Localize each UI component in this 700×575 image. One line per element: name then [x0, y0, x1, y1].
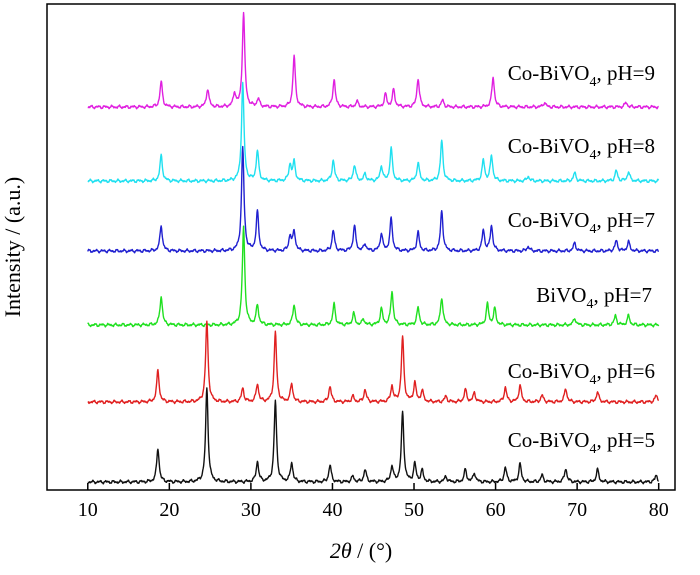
x-tick-label-10: 10 — [78, 499, 98, 521]
series-label-suffix: , pH=9 — [596, 61, 655, 85]
x-axis-title-italic: 2θ — [330, 538, 352, 563]
x-tick-label-30: 30 — [241, 499, 261, 521]
series-labels: Co-BiVO4, pH=9Co-BiVO4, pH=8Co-BiVO4, pH… — [508, 61, 655, 457]
series-label-suffix: , pH=6 — [596, 359, 655, 383]
series-label-main: Co-BiVO — [508, 134, 590, 158]
series-label-4: BiVO4, pH=7 — [536, 283, 652, 312]
y-axis-title: Intensity / (a.u.) — [0, 177, 25, 318]
series-label-1: Co-BiVO4, pH=9 — [508, 61, 655, 90]
series-label-subscript: 4 — [589, 442, 596, 457]
series-label-main: BiVO — [536, 283, 586, 307]
x-tick-label-70: 70 — [567, 499, 587, 521]
series-label-subscript: 4 — [589, 222, 596, 237]
plot-frame — [46, 3, 676, 491]
series-label-subscript: 4 — [586, 297, 593, 312]
series-label-2: Co-BiVO4, pH=8 — [508, 134, 655, 163]
series-label-main: Co-BiVO — [508, 428, 590, 452]
series-label-subscript: 4 — [589, 75, 596, 90]
x-axis-ticks: 10 20 30 40 50 60 70 80 — [78, 483, 669, 521]
series-label-main: Co-BiVO — [508, 61, 590, 85]
trace-series-4 — [87, 225, 660, 328]
series-label-3: Co-BiVO4, pH=7 — [508, 208, 655, 237]
x-axis-title-rest: / (°) — [352, 538, 393, 563]
series-label-suffix: , pH=5 — [596, 428, 655, 452]
series-label-subscript: 4 — [589, 373, 596, 388]
x-tick-label-50: 50 — [404, 499, 424, 521]
x-tick-label-80: 80 — [649, 499, 669, 521]
series-label-5: Co-BiVO4, pH=6 — [508, 359, 655, 388]
trace-series-5 — [87, 320, 660, 405]
x-tick-label-60: 60 — [486, 499, 506, 521]
series-traces — [87, 11, 660, 485]
series-label-suffix: , pH=7 — [596, 208, 655, 232]
x-tick-label-40: 40 — [322, 499, 342, 521]
series-label-main: Co-BiVO — [508, 359, 590, 383]
series-label-suffix: , pH=8 — [596, 134, 655, 158]
series-label-6: Co-BiVO4, pH=5 — [508, 428, 655, 457]
series-label-subscript: 4 — [589, 148, 596, 163]
trace-series-2 — [87, 81, 660, 184]
series-label-suffix: , pH=7 — [593, 283, 652, 307]
x-tick-label-20: 20 — [159, 499, 179, 521]
trace-series-6 — [87, 387, 659, 485]
series-label-main: Co-BiVO — [508, 208, 590, 232]
trace-series-1 — [87, 11, 659, 110]
x-axis-title: 2θ / (°) — [330, 538, 392, 563]
trace-series-3 — [87, 145, 659, 254]
